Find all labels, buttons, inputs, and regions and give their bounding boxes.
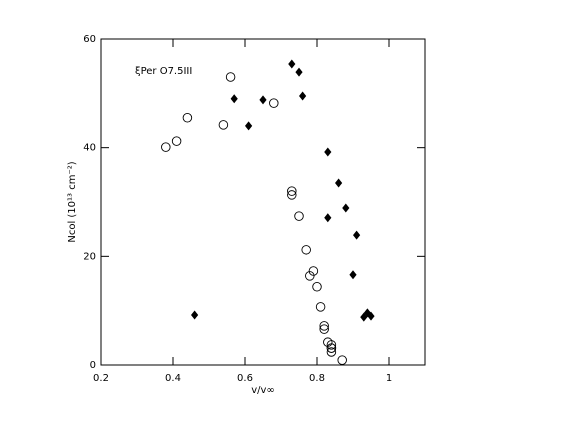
point (295, 67, 303, 77)
y-tick-label: 0 (90, 360, 96, 371)
point (319, 321, 329, 331)
point (324, 147, 332, 157)
x-tick-label: 0.2 (93, 373, 109, 384)
point (161, 142, 171, 152)
point (349, 270, 357, 280)
point (337, 355, 347, 365)
point (294, 211, 304, 221)
point (353, 230, 361, 240)
point (245, 121, 253, 131)
point (287, 186, 297, 196)
point (182, 113, 193, 123)
point (259, 95, 267, 105)
y-tick-label: 20 (83, 251, 96, 262)
point (308, 266, 319, 276)
point (301, 245, 311, 255)
point (287, 190, 297, 200)
point (319, 324, 329, 334)
x-tick-label: 0.8 (309, 373, 325, 384)
point (342, 203, 350, 213)
annotation: ξPer O7.5III (135, 66, 192, 77)
point (326, 343, 337, 353)
point (324, 213, 332, 223)
point (335, 178, 343, 188)
y-tick-label: 60 (83, 34, 96, 45)
x-axis-label: v/v∞ (251, 385, 275, 396)
y-axis-label: Ncol (10¹³ cm⁻²) (67, 161, 78, 242)
point (171, 136, 182, 146)
point (360, 312, 368, 322)
point (326, 347, 337, 357)
x-tick-label: 0.4 (165, 373, 181, 384)
point (367, 311, 375, 321)
plot-frame (100, 38, 426, 366)
point (230, 94, 238, 104)
x-tick-label: 0.6 (237, 373, 253, 384)
point (363, 308, 371, 318)
x-tick-label: 1 (386, 373, 392, 384)
point (323, 337, 333, 347)
point (326, 340, 337, 350)
point (288, 59, 296, 69)
point (218, 120, 229, 130)
point (299, 91, 307, 101)
point (191, 310, 199, 320)
point (305, 271, 315, 281)
point (269, 98, 279, 108)
point (312, 282, 322, 292)
y-tick-label: 40 (83, 143, 96, 154)
point (315, 302, 326, 312)
point (225, 72, 236, 82)
